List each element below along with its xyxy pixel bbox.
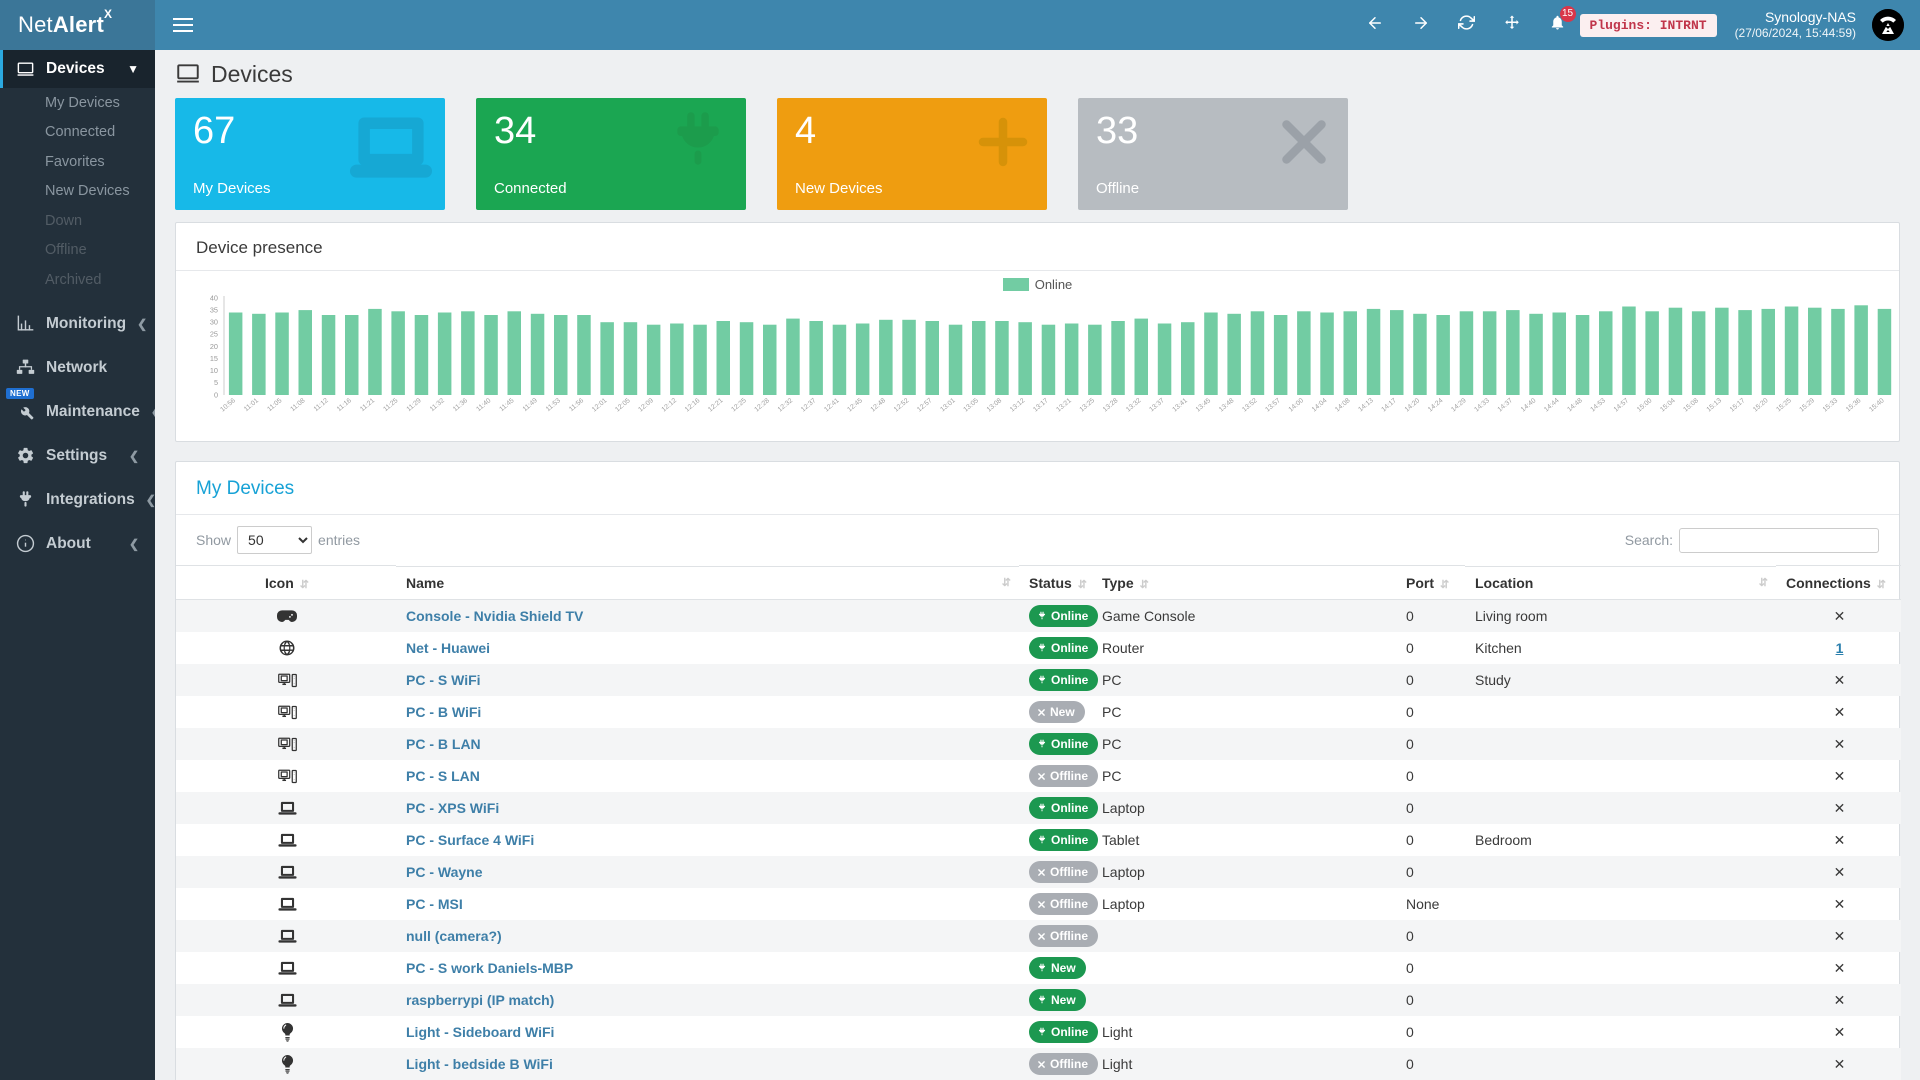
svg-text:14:37: 14:37 <box>1497 397 1515 413</box>
svg-text:12:01: 12:01 <box>591 397 609 413</box>
svg-text:14:44: 14:44 <box>1543 397 1561 413</box>
svg-text:14:17: 14:17 <box>1380 397 1398 413</box>
svg-text:11:05: 11:05 <box>266 397 283 413</box>
svg-text:13:05: 13:05 <box>962 397 980 413</box>
svg-text:12:41: 12:41 <box>823 397 841 413</box>
svg-text:13:25: 13:25 <box>1079 397 1097 413</box>
svg-text:15:04: 15:04 <box>1659 397 1677 413</box>
svg-text:15:00: 15:00 <box>1636 397 1654 413</box>
svg-text:13:28: 13:28 <box>1102 397 1120 413</box>
svg-text:13:57: 13:57 <box>1264 397 1282 413</box>
svg-text:11:36: 11:36 <box>452 397 469 413</box>
svg-text:12:28: 12:28 <box>753 397 771 413</box>
svg-text:11:32: 11:32 <box>429 397 446 413</box>
svg-text:15:33: 15:33 <box>1822 397 1840 413</box>
svg-text:15:29: 15:29 <box>1798 397 1816 413</box>
svg-text:14:29: 14:29 <box>1450 397 1468 413</box>
svg-text:12:57: 12:57 <box>916 397 934 413</box>
svg-text:11:25: 11:25 <box>382 397 399 413</box>
svg-text:13:12: 13:12 <box>1009 397 1027 413</box>
svg-text:12:25: 12:25 <box>730 397 748 413</box>
svg-text:11:12: 11:12 <box>313 397 330 413</box>
svg-text:13:01: 13:01 <box>939 397 957 413</box>
svg-text:20: 20 <box>210 342 218 351</box>
svg-text:11:45: 11:45 <box>498 397 515 413</box>
svg-text:14:08: 14:08 <box>1334 397 1352 413</box>
svg-text:15:25: 15:25 <box>1775 397 1793 413</box>
svg-text:12:16: 12:16 <box>684 397 702 413</box>
svg-text:13:48: 13:48 <box>1218 397 1236 413</box>
svg-text:5: 5 <box>214 378 218 387</box>
svg-text:11:53: 11:53 <box>545 397 562 413</box>
svg-text:14:04: 14:04 <box>1311 397 1329 413</box>
svg-text:15:17: 15:17 <box>1729 397 1747 413</box>
svg-text:11:56: 11:56 <box>568 397 585 413</box>
svg-text:11:08: 11:08 <box>289 397 306 413</box>
svg-text:13:32: 13:32 <box>1125 397 1143 413</box>
svg-text:13:21: 13:21 <box>1055 397 1073 413</box>
svg-text:15:36: 15:36 <box>1845 397 1863 413</box>
svg-text:13:41: 13:41 <box>1171 397 1189 413</box>
svg-text:15: 15 <box>210 354 218 363</box>
svg-text:11:16: 11:16 <box>336 397 353 413</box>
svg-text:10:56: 10:56 <box>219 397 237 413</box>
svg-text:12:37: 12:37 <box>800 397 818 413</box>
svg-text:0: 0 <box>214 390 218 399</box>
svg-text:12:12: 12:12 <box>661 397 679 413</box>
svg-text:12:05: 12:05 <box>614 397 632 413</box>
svg-text:13:37: 13:37 <box>1148 397 1166 413</box>
svg-text:13:08: 13:08 <box>986 397 1004 413</box>
svg-text:14:57: 14:57 <box>1613 397 1631 413</box>
svg-text:11:29: 11:29 <box>406 397 423 413</box>
svg-text:30: 30 <box>210 318 218 327</box>
svg-text:14:13: 14:13 <box>1357 397 1375 413</box>
svg-text:13:45: 13:45 <box>1195 397 1213 413</box>
svg-text:40: 40 <box>210 294 218 302</box>
svg-text:11:40: 11:40 <box>475 397 492 413</box>
svg-text:10: 10 <box>210 366 218 375</box>
svg-text:12:21: 12:21 <box>707 397 725 413</box>
svg-text:12:09: 12:09 <box>637 397 655 413</box>
svg-text:12:48: 12:48 <box>870 397 888 413</box>
svg-text:14:53: 14:53 <box>1589 397 1607 413</box>
svg-text:14:48: 14:48 <box>1566 397 1584 413</box>
svg-text:15:08: 15:08 <box>1682 397 1700 413</box>
svg-text:15:40: 15:40 <box>1868 397 1886 413</box>
svg-text:11:01: 11:01 <box>243 397 260 413</box>
svg-text:14:00: 14:00 <box>1288 397 1306 413</box>
svg-text:35: 35 <box>210 305 218 314</box>
svg-text:14:24: 14:24 <box>1427 397 1445 413</box>
svg-text:13:17: 13:17 <box>1032 397 1050 413</box>
svg-text:11:21: 11:21 <box>359 397 376 413</box>
svg-text:14:20: 14:20 <box>1404 397 1422 413</box>
svg-text:25: 25 <box>210 330 218 339</box>
svg-text:14:40: 14:40 <box>1520 397 1538 413</box>
svg-text:14:33: 14:33 <box>1473 397 1491 413</box>
svg-text:12:45: 12:45 <box>846 397 864 413</box>
svg-text:15:13: 15:13 <box>1706 397 1724 413</box>
svg-text:13:52: 13:52 <box>1241 397 1259 413</box>
svg-text:12:32: 12:32 <box>777 397 795 413</box>
svg-text:15:20: 15:20 <box>1752 397 1770 413</box>
svg-text:11:49: 11:49 <box>522 397 539 413</box>
svg-text:12:52: 12:52 <box>893 397 911 413</box>
